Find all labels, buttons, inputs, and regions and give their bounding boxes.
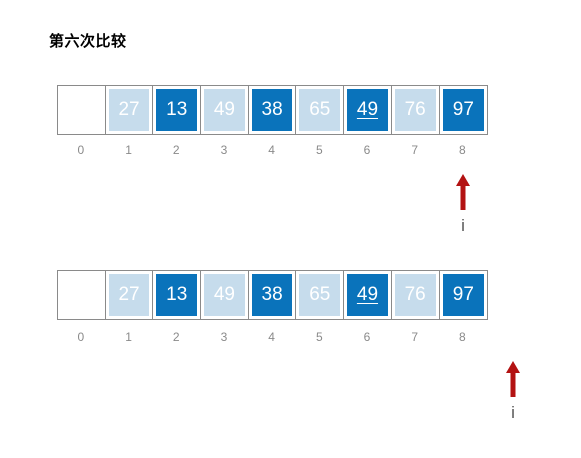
array-cell: 49 [344,271,392,319]
cell-value-text: 27 [118,284,140,305]
cell-value: 27 [108,89,150,131]
cell-value: 49 [204,89,245,131]
array-cell: 49 [201,271,249,319]
index-label: 3 [220,143,228,157]
index-label: 8 [459,330,466,344]
index-label: 6 [363,330,371,344]
cell-value-text: 49 [213,284,235,305]
array-cell: 38 [248,86,297,134]
index-label: 2 [172,143,180,157]
array-cell: 49 [344,86,392,134]
index-label: 5 [315,330,323,344]
array-row: 27 13 49 38 65 49 76 97 [57,85,489,135]
cell-value: 49 [347,89,388,131]
index-row: 0 1 2 3 4 5 6 7 8 [57,330,486,344]
array-cell [58,86,106,134]
pointer-label: i [511,403,515,422]
cell-value-text: 13 [166,284,188,305]
cell-value: 38 [251,274,293,316]
cell-value: 49 [204,274,245,316]
array-cell: 49 [201,86,249,134]
array-cell: 13 [153,271,202,319]
cell-value: 65 [299,89,341,131]
array-cell: 38 [248,271,297,319]
index-label: 1 [125,330,132,344]
pointer-label: i [461,216,465,235]
index-label: 3 [220,330,228,344]
cell-value-text: 76 [404,284,426,305]
array-cell: 65 [296,271,345,319]
array-cell: 65 [296,86,345,134]
diagram-title: 第六次比较 [49,32,127,50]
cell-value: 97 [442,274,485,316]
pointer-i: i [503,361,523,423]
cell-value-text: 97 [452,284,474,305]
array-row: 27 13 49 38 65 49 76 97 [57,270,489,320]
index-label: 2 [172,330,180,344]
cell-value-text: 49 [356,284,379,305]
cell-value-text: 49 [213,99,235,120]
cell-value-text: 27 [118,99,140,120]
index-label: 0 [77,330,85,344]
cell-value-text: 65 [309,284,331,305]
index-label: 7 [411,143,418,157]
index-label: 0 [77,143,85,157]
cell-value: 13 [156,274,198,316]
cell-value [61,274,102,316]
up-arrow-icon [456,174,470,210]
index-label: 1 [125,143,132,157]
cell-value-text: 38 [261,284,283,305]
pointer-i: i [453,174,473,236]
cell-value: 49 [347,274,388,316]
array-cell: 76 [391,86,440,134]
cell-value: 38 [251,89,293,131]
cell-value-text: 38 [261,99,283,120]
index-label: 5 [315,143,323,157]
cell-value: 76 [394,89,436,131]
cell-value-text: 13 [166,99,188,120]
array-cell: 27 [105,271,154,319]
array-cell: 76 [391,271,440,319]
cell-value-text: 97 [452,99,474,120]
cell-value: 65 [299,274,341,316]
cell-value-text: 49 [356,99,379,120]
index-label: 4 [268,143,275,157]
index-label: 4 [268,330,275,344]
index-label: 8 [459,143,466,157]
array-cell: 97 [439,86,488,134]
cell-value: 13 [156,89,198,131]
up-arrow-icon [506,361,520,397]
array-cell [58,271,106,319]
array-cell: 27 [105,86,154,134]
index-row: 0 1 2 3 4 5 6 7 8 [57,143,486,157]
cell-value: 27 [108,274,150,316]
cell-value-text: 65 [309,99,331,120]
array-cell: 13 [153,86,202,134]
index-label: 6 [363,143,371,157]
cell-value: 97 [442,89,485,131]
cell-value [61,89,102,131]
array-cell: 97 [439,271,488,319]
index-label: 7 [411,330,418,344]
cell-value: 76 [394,274,436,316]
cell-value-text: 76 [404,99,426,120]
